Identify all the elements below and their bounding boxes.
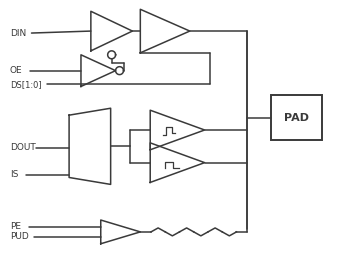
Text: PUD: PUD [10, 232, 29, 241]
Text: PAD: PAD [284, 113, 309, 123]
Text: DOUT: DOUT [10, 143, 35, 152]
Text: IS: IS [10, 170, 18, 179]
Bar [271, 95, 322, 140]
Text: DS[1:0]: DS[1:0] [10, 80, 41, 89]
Text: DIN: DIN [10, 28, 26, 38]
Text: OE: OE [10, 66, 22, 75]
Text: PE: PE [10, 222, 21, 232]
